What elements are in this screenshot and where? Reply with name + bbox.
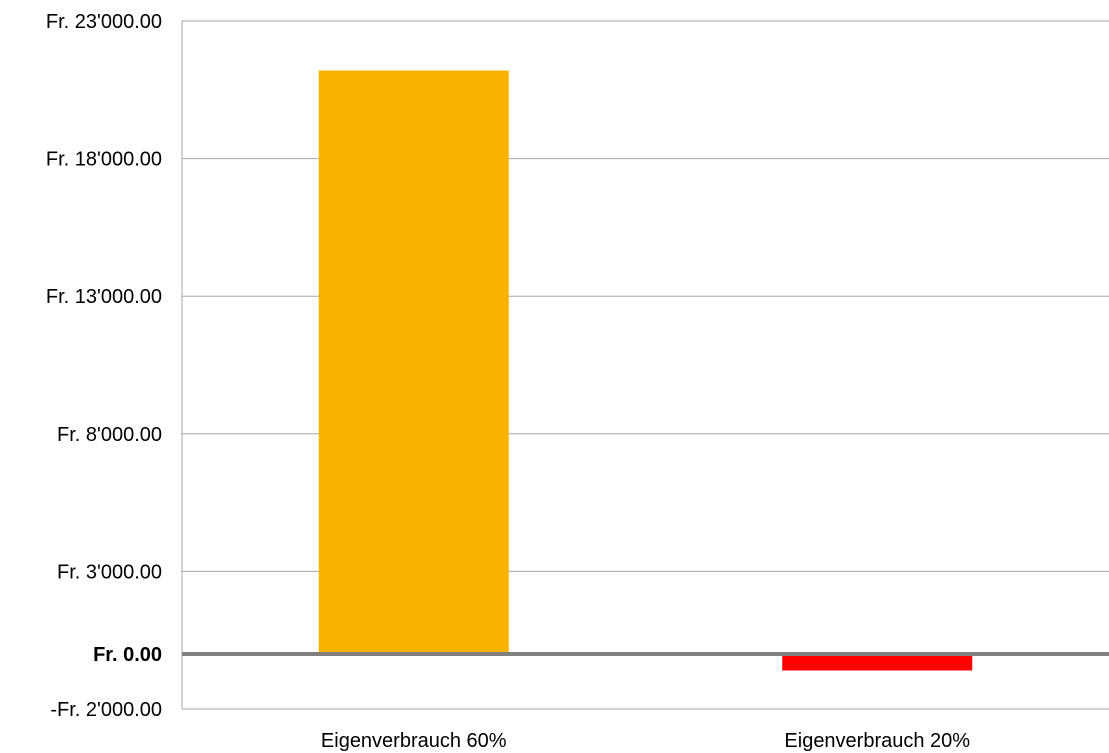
y-tick-label: Fr. 3'000.00 [57,561,162,583]
y-tick-labels: Fr. 23'000.00 Fr. 18'000.00 Fr. 13'000.00 F… [46,11,162,721]
y-tick-label: Fr. 8'000.00 [57,424,162,446]
y-tick-label: Fr. 0.00 [93,644,162,666]
y-tick-label: Fr. 23'000.00 [46,11,162,33]
x-category-label: Eigenverbrauch 60% [321,730,507,752]
bar [782,653,973,671]
x-category-labels: Eigenverbrauch 60% Eigenverbrauch 20% [321,730,970,752]
bars [318,70,973,671]
y-tick-label: Fr. 18'000.00 [46,149,162,171]
y-tick-label: -Fr. 2'000.00 [50,699,162,721]
y-tick-label: Fr. 13'000.00 [46,286,162,308]
x-category-label: Eigenverbrauch 20% [784,730,970,752]
bar [318,70,509,654]
